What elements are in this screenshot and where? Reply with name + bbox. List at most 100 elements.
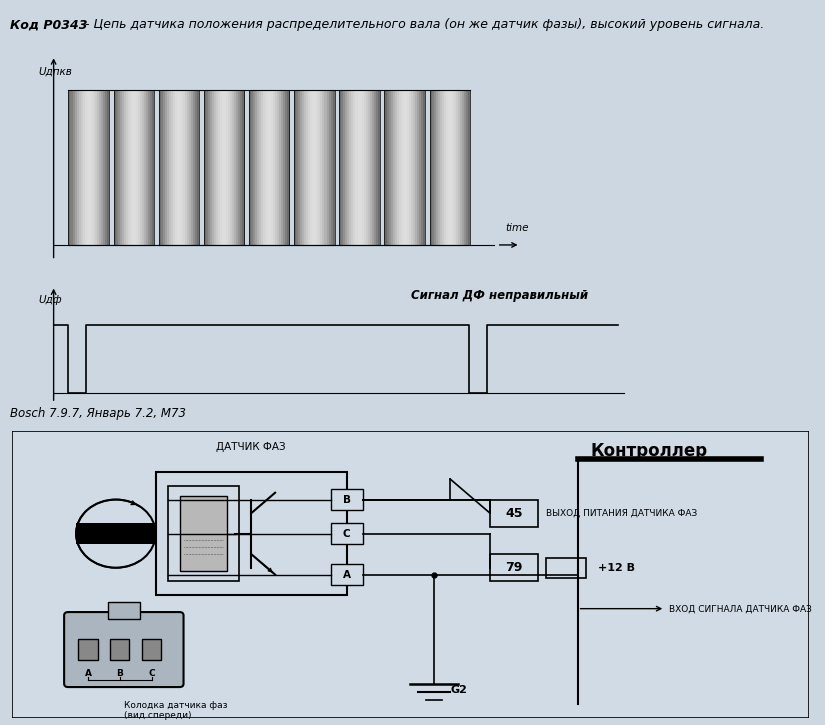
Bar (85, 90, 87, 245)
Bar (243, 90, 244, 245)
Bar (356, 90, 358, 245)
Bar (280, 90, 281, 245)
Bar (407, 90, 409, 245)
Bar (92, 90, 95, 245)
Bar (77, 90, 79, 245)
Bar (371, 90, 374, 245)
Bar (331, 523, 363, 544)
Bar (281, 90, 284, 245)
Text: B: B (342, 494, 351, 505)
Bar (70, 90, 73, 245)
Bar (88, 90, 91, 245)
Bar (468, 90, 470, 245)
Bar (167, 486, 239, 581)
Bar (185, 90, 187, 245)
Bar (277, 90, 280, 245)
Bar (309, 90, 311, 245)
Bar (347, 90, 350, 245)
Bar (353, 90, 356, 245)
Bar (434, 90, 436, 245)
Bar (361, 90, 364, 245)
Bar (101, 90, 103, 245)
Bar (128, 90, 130, 245)
Bar (441, 90, 444, 245)
Bar (73, 90, 75, 245)
Bar (259, 90, 262, 245)
Text: Uдф: Uдф (39, 296, 63, 305)
Bar (240, 90, 243, 245)
Bar (390, 90, 393, 245)
Text: Контроллер: Контроллер (591, 442, 708, 460)
Bar (232, 90, 234, 245)
Bar (197, 90, 200, 245)
Bar (462, 90, 464, 245)
Bar (179, 90, 182, 245)
Bar (296, 90, 299, 245)
Text: - Цепь датчика положения распределительного вала (он же датчик фазы), высокий ур: - Цепь датчика положения распределительн… (81, 18, 764, 31)
Bar (191, 90, 193, 245)
Bar (403, 90, 405, 245)
Bar (214, 90, 216, 245)
Bar (378, 90, 380, 245)
Bar (313, 90, 314, 245)
Bar (108, 602, 139, 619)
Bar (408, 90, 411, 245)
Bar (421, 90, 423, 245)
Bar (328, 90, 331, 245)
Bar (116, 90, 118, 245)
Bar (324, 90, 327, 245)
Bar (216, 90, 219, 245)
Bar (302, 90, 304, 245)
Text: Код P0343: Код P0343 (10, 18, 87, 31)
Bar (357, 90, 360, 245)
Bar (163, 90, 165, 245)
Bar (393, 90, 395, 245)
Bar (193, 90, 196, 245)
Bar (238, 90, 241, 245)
Bar (138, 90, 140, 245)
Bar (204, 90, 206, 245)
Bar (398, 90, 401, 245)
Bar (446, 90, 448, 245)
Bar (374, 90, 376, 245)
Bar (436, 90, 438, 245)
Bar (350, 90, 351, 245)
Text: C: C (148, 669, 155, 678)
Bar (105, 90, 107, 245)
Bar (181, 90, 183, 245)
Bar (412, 90, 415, 245)
Bar (140, 90, 142, 245)
Bar (180, 496, 228, 571)
Bar (76, 523, 156, 544)
Bar (394, 90, 397, 245)
Bar (148, 90, 150, 245)
Bar (74, 90, 77, 245)
Bar (283, 90, 285, 245)
Bar (111, 639, 130, 660)
Bar (161, 90, 163, 245)
Bar (78, 90, 81, 245)
Bar (389, 90, 391, 245)
Bar (332, 90, 335, 245)
Bar (230, 90, 233, 245)
Bar (175, 90, 177, 245)
Bar (97, 90, 99, 245)
Bar (331, 90, 332, 245)
Bar (456, 90, 458, 245)
Bar (364, 90, 366, 245)
Bar (351, 90, 354, 245)
FancyBboxPatch shape (64, 612, 183, 687)
Text: B: B (116, 669, 123, 678)
Bar (271, 90, 274, 245)
Bar (386, 90, 389, 245)
Bar (331, 489, 363, 510)
Bar (343, 90, 346, 245)
Bar (419, 90, 421, 245)
Bar (423, 90, 425, 245)
Bar (206, 90, 208, 245)
Bar (78, 639, 97, 660)
Bar (144, 90, 146, 245)
Bar (222, 90, 224, 245)
Bar (431, 90, 434, 245)
Bar (314, 90, 317, 245)
